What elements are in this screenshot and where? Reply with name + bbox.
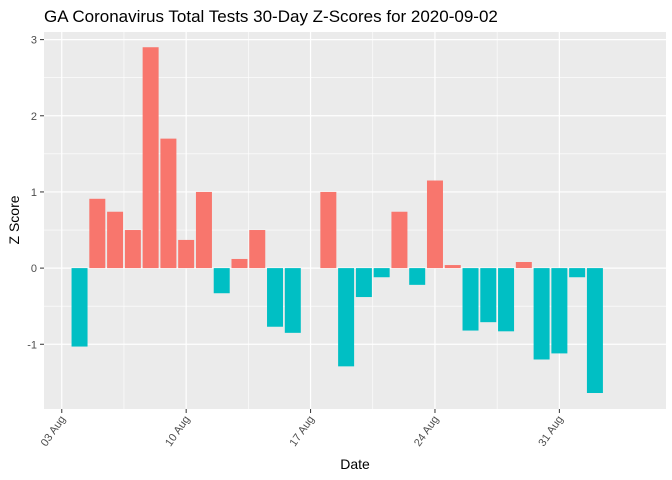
- bars: [71, 47, 603, 394]
- x-tick-label: 03 Aug: [39, 414, 68, 449]
- bar-2020-08-15: [267, 268, 284, 327]
- y-tick-label: 3: [31, 35, 37, 47]
- y-tick-label: 2: [31, 111, 37, 123]
- x-axis: 03 Aug 10 Aug 17 Aug 24 Aug 31 Aug: [39, 409, 566, 449]
- bar-2020-08-19: [338, 268, 355, 367]
- bar-2020-08-09: [160, 138, 177, 269]
- bar-2020-08-23: [409, 268, 426, 285]
- bar-2020-08-20: [355, 268, 372, 298]
- plot-panel: [44, 32, 666, 409]
- bar-2020-08-24: [426, 180, 443, 269]
- y-tick-label: 0: [31, 263, 37, 275]
- y-tick-label: 1: [31, 187, 37, 199]
- bar-2020-08-26: [462, 268, 479, 331]
- x-axis-title: Date: [340, 456, 370, 472]
- bar-2020-08-10: [178, 239, 195, 269]
- bar-2020-08-18: [320, 191, 337, 269]
- x-tick-label: 24 Aug: [412, 414, 441, 449]
- x-tick-label: 10 Aug: [163, 414, 192, 449]
- bar-2020-08-29: [515, 262, 532, 269]
- bar-2020-08-06: [107, 211, 124, 269]
- bar-2020-08-25: [444, 265, 461, 269]
- bar-2020-08-28: [498, 268, 515, 332]
- bar-2020-08-30: [533, 268, 550, 360]
- bar-2020-09-02: [586, 268, 603, 394]
- bar-2020-08-12: [213, 268, 230, 294]
- bar-2020-08-13: [231, 258, 248, 269]
- bar-2020-08-21: [373, 268, 390, 278]
- chart-title: GA Coronavirus Total Tests 30-Day Z-Scor…: [44, 7, 498, 26]
- bar-2020-08-07: [124, 230, 141, 269]
- bar-2020-09-01: [569, 268, 586, 278]
- bar-2020-08-05: [89, 198, 106, 269]
- x-tick-label: 17 Aug: [288, 414, 317, 449]
- bar-2020-08-14: [249, 230, 266, 269]
- bar-2020-08-22: [391, 211, 408, 269]
- y-axis-title: Z Score: [6, 195, 22, 244]
- bar-2020-08-04: [71, 268, 88, 347]
- y-tick-label: -1: [27, 339, 37, 351]
- bar-2020-08-08: [142, 47, 159, 269]
- bar-2020-08-16: [284, 268, 301, 333]
- bar-2020-08-11: [195, 191, 212, 269]
- bar-2020-08-27: [480, 268, 497, 323]
- bar-2020-08-31: [551, 268, 568, 354]
- y-axis: -1 0 1 2 3: [27, 35, 44, 351]
- x-tick-label: 31 Aug: [536, 414, 565, 449]
